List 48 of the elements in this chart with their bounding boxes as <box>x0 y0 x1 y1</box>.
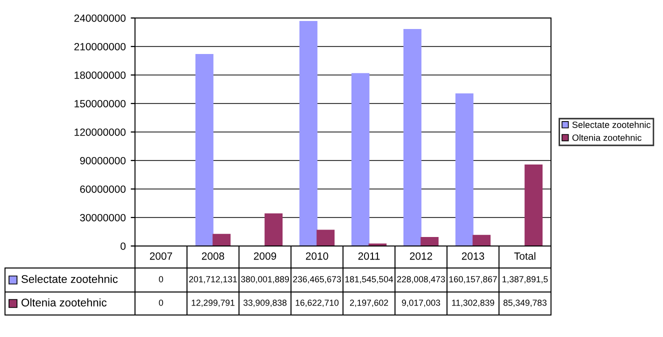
bar <box>351 73 370 246</box>
bar <box>316 230 335 246</box>
y-tick-label: 210000000 <box>74 43 126 50</box>
x-tick-label: 2009 <box>254 252 276 260</box>
data-label: 0 <box>158 276 164 282</box>
data-label: 236,465,673 <box>293 276 341 284</box>
x-tick-label: 2008 <box>202 252 224 260</box>
x-tick-label: 2007 <box>150 252 172 260</box>
bar <box>455 93 474 246</box>
bar <box>195 54 214 246</box>
y-tick-label: 120000000 <box>74 128 126 136</box>
data-label: 2,197,602 <box>350 300 388 307</box>
data-label: 228,008,473 <box>397 276 445 284</box>
data-label: 160,157,867 <box>449 276 497 284</box>
bar <box>403 28 422 246</box>
data-label: 85,349,783 <box>503 300 547 307</box>
data-label: 0 <box>158 300 164 306</box>
data-label: 16,622,710 <box>296 300 339 307</box>
x-tick-label: 2010 <box>306 252 328 260</box>
y-tick-label: 150000000 <box>74 100 126 108</box>
data-label: 33,909,838 <box>243 300 287 307</box>
data-label: 11,302,839 <box>452 300 494 307</box>
x-tick-label: 2012 <box>410 252 432 260</box>
bar <box>420 237 439 246</box>
text: Oltenia zootehnic <box>22 298 107 306</box>
bar <box>264 213 283 246</box>
data-label: 12,299,791 <box>192 300 234 307</box>
y-tick-label: 30000000 <box>80 214 126 222</box>
bar <box>299 20 318 246</box>
bar <box>524 164 543 246</box>
text: Selectate zootehnic <box>572 121 651 128</box>
y-tick-label: 90000000 <box>80 157 126 164</box>
bar <box>212 234 231 246</box>
y-tick-label: 0 <box>120 242 126 250</box>
x-tick-label: 2011 <box>358 252 380 260</box>
y-tick-label: 180000000 <box>74 72 126 79</box>
text: 380,001,889 <box>241 276 289 284</box>
text: 1,387,891,5 <box>502 276 548 284</box>
x-tick-label: Total <box>514 252 536 260</box>
data-label: 9,017,003 <box>402 300 440 307</box>
x-tick-label: 2013 <box>462 252 484 260</box>
bar <box>472 234 491 246</box>
legend-label: Selectate zootehnic <box>22 274 118 283</box>
legend-label: Oltenia zootehnic <box>572 134 642 141</box>
y-tick-label: 240000000 <box>74 14 126 22</box>
data-label: 201,712,131 <box>189 276 237 284</box>
data-label: 181,545,504 <box>345 276 394 284</box>
y-tick-label: 60000000 <box>80 186 126 193</box>
